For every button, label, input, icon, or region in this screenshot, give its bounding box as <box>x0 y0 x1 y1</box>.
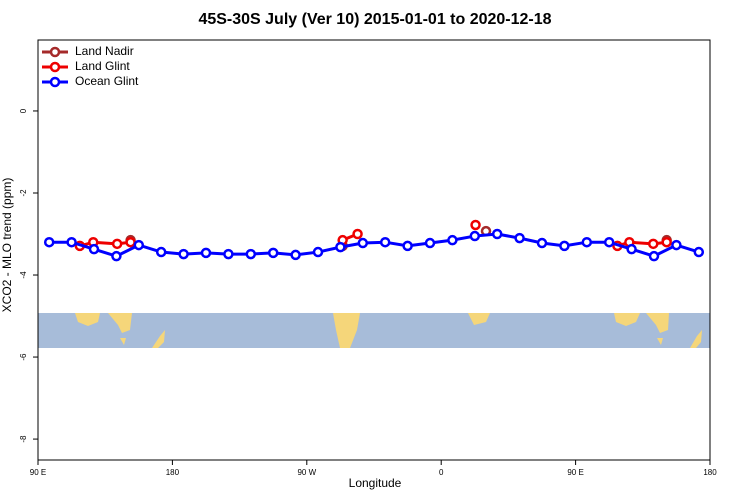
y-tick-label: 0 <box>19 108 28 113</box>
data-point <box>469 230 481 242</box>
y-axis-label: XCO2 - MLO trend (ppm) <box>0 178 14 313</box>
data-point <box>514 232 525 244</box>
data-point <box>470 219 481 231</box>
data-point <box>357 237 369 249</box>
data-point <box>200 247 212 259</box>
data-point <box>267 247 279 259</box>
data-point <box>648 238 659 250</box>
plot-frame <box>37 39 711 461</box>
x-tick-label: 0 <box>439 468 444 477</box>
data-point <box>581 236 593 248</box>
data-point <box>335 241 346 253</box>
data-point <box>491 228 503 240</box>
data-point <box>536 237 548 249</box>
land <box>468 313 490 325</box>
data-point <box>66 236 77 248</box>
data-point <box>223 248 234 260</box>
legend-marker <box>49 76 61 88</box>
data-point <box>125 236 136 248</box>
x-tick-label: 180 <box>703 468 717 477</box>
data-point <box>290 249 301 261</box>
data-point <box>312 246 324 258</box>
legend-marker <box>49 61 61 73</box>
x-tick-label: 90 E <box>30 468 46 477</box>
data-point <box>88 243 100 255</box>
data-point <box>402 240 413 252</box>
data-point <box>155 246 167 258</box>
x-tick-label: 90 W <box>297 468 316 477</box>
data-point <box>559 240 570 252</box>
data-point <box>626 243 637 255</box>
legend-label: Land Nadir <box>75 44 134 58</box>
data-point <box>603 236 615 248</box>
data-point <box>352 228 363 240</box>
series-line <box>49 232 700 258</box>
data-point <box>111 250 122 262</box>
data-point <box>133 239 145 251</box>
x-axis-label: Longitude <box>349 476 402 490</box>
data-point <box>43 236 55 248</box>
x-tick-label: 90 E <box>567 468 583 477</box>
y-tick-label: -2 <box>19 189 28 197</box>
data-point <box>245 248 257 260</box>
chart-title: 45S-30S July (Ver 10) 2015-01-01 to 2020… <box>198 11 551 28</box>
data-point <box>648 250 660 262</box>
x-tick-label: 180 <box>166 468 180 477</box>
legend-label: Land Glint <box>75 59 130 73</box>
data-point <box>693 246 705 258</box>
data-point <box>178 248 189 260</box>
legend-label: Ocean Glint <box>75 74 139 88</box>
series-line <box>79 240 131 248</box>
land <box>333 313 360 348</box>
y-tick-label: -6 <box>19 353 28 361</box>
ocean-band <box>38 313 710 348</box>
data-point <box>379 236 391 248</box>
map-strip <box>38 313 710 348</box>
data-point <box>447 234 458 246</box>
y-tick-label: -8 <box>19 435 28 443</box>
land <box>75 313 165 348</box>
data-point <box>111 238 123 250</box>
data-point <box>671 239 682 251</box>
land <box>614 313 702 348</box>
y-tick-label: -4 <box>19 271 28 279</box>
data-point <box>661 236 672 248</box>
legend-marker <box>49 46 61 58</box>
data-point <box>424 237 436 249</box>
series-line <box>616 240 667 248</box>
